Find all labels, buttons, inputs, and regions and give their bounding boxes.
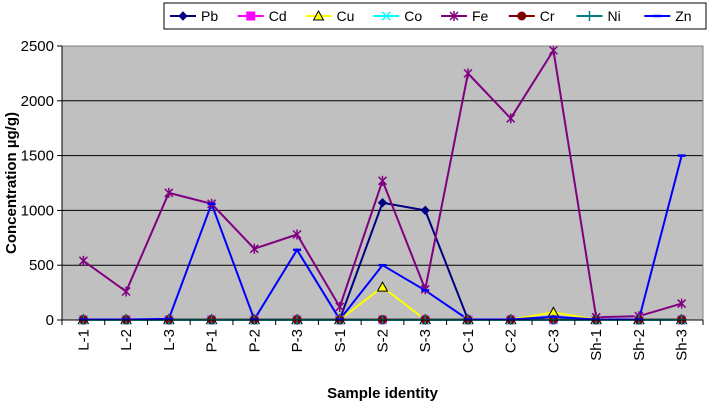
legend-marker [517, 11, 527, 21]
y-tick-label: 1500 [21, 148, 54, 165]
x-tick-label: S-3 [417, 329, 434, 352]
x-tick-labels: L-1 L-2 L-3 P-1 P-2 P-3 S-1 S-2 S-3 C-1 C-2 C-3 Sh-1… [61, 320, 704, 361]
legend-marker [246, 11, 256, 21]
data-point-cu [376, 281, 389, 292]
legend-item-cr: Cr [508, 8, 555, 24]
y-tick-label: 2000 [21, 93, 54, 110]
legend-item-cu: Cu [305, 8, 355, 24]
legend-marker [449, 11, 459, 21]
data-point-fe [506, 113, 516, 124]
x-tick-label: S-2 [375, 329, 392, 352]
y-tick-label: 1000 [21, 202, 54, 219]
data-point-fe [677, 298, 687, 309]
legend-item-cd: Cd [237, 8, 287, 24]
legend-item-zn: Zn [644, 8, 692, 24]
x-tick-label: L-3 [161, 329, 178, 351]
data-point-fe [548, 45, 558, 56]
data-point-fe [335, 301, 345, 312]
x-axis-title: Sample identity [327, 385, 439, 402]
data-point-fe [78, 255, 88, 266]
y-axis-title: Concentration µg/g) [3, 112, 20, 254]
x-tick-label: P-2 [246, 329, 263, 352]
x-tick-label: C-3 [545, 329, 562, 353]
axes [61, 45, 704, 321]
data-point-fe [249, 243, 259, 254]
gridlines [62, 45, 703, 266]
data-point-pb [377, 198, 388, 208]
legend-marker [584, 11, 595, 21]
data-point-fe [463, 68, 473, 79]
x-tick-label: L-2 [118, 329, 135, 351]
legend-label: Cr [540, 8, 555, 24]
legend-label: Pb [201, 8, 218, 24]
y-tick-label: 2500 [21, 38, 54, 55]
y-tick-label: 0 [46, 312, 54, 329]
y-tick-label: 500 [29, 257, 54, 274]
legend-label: Zn [675, 8, 691, 24]
x-tick-label: S-1 [332, 329, 349, 352]
data-point-pb [420, 205, 430, 216]
data-point-fe [121, 286, 131, 297]
data-point-fe [292, 229, 302, 240]
legend-label: Cd [269, 8, 287, 24]
x-tick-label: P-3 [289, 329, 306, 352]
legend-marker [312, 9, 325, 21]
x-tick-label: C-1 [460, 329, 477, 353]
x-tick-label: Sh-1 [588, 329, 605, 361]
legend-label: Co [404, 8, 422, 24]
x-tick-label: P-1 [204, 329, 221, 352]
legend-marker [381, 11, 391, 21]
legend-label: Ni [608, 8, 621, 24]
legend-item-ni: Ni [576, 8, 621, 24]
legend-label: Cu [337, 8, 355, 24]
x-tick-label: Sh-2 [631, 329, 648, 361]
legend-item-fe: Fe [441, 8, 489, 24]
legend: Pb Cd Cu Co Fe Cr Ni Zn [163, 2, 707, 30]
y-tick-labels: 0 500 1000 1500 2000 2500 [21, 38, 62, 329]
legend-item-co: Co [373, 8, 422, 24]
x-tick-label: Sh-3 [674, 329, 691, 361]
data-point-fe [164, 187, 174, 198]
legend-marker [178, 11, 188, 21]
legend-item-pb: Pb [170, 8, 218, 24]
data-point-fe [377, 175, 388, 186]
x-tick-label: C-2 [503, 329, 520, 353]
x-tick-label: L-1 [75, 329, 92, 351]
legend-label: Fe [472, 8, 489, 24]
